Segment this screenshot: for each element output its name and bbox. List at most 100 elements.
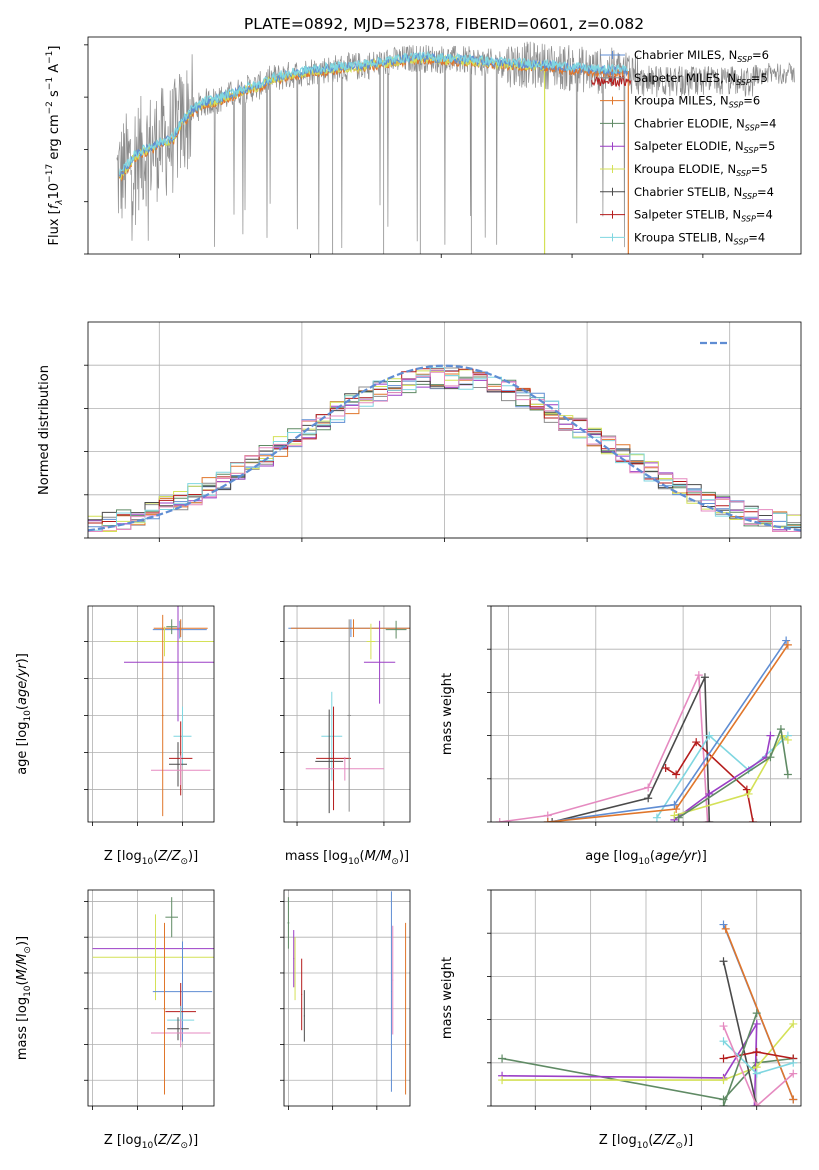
weight-line bbox=[499, 674, 709, 822]
legend-equals: = bbox=[758, 139, 768, 153]
weight-marker bbox=[705, 818, 714, 822]
observed-spectrum bbox=[116, 41, 795, 254]
legend-n-subscript: SSP bbox=[729, 101, 744, 110]
weight-marker bbox=[750, 1102, 759, 1106]
legend-label: Chabrier ELODIE, NSSP=4 bbox=[634, 116, 776, 132]
weight-marker bbox=[661, 764, 670, 772]
weight-marker bbox=[719, 1054, 728, 1063]
legend-equals: = bbox=[760, 116, 770, 130]
y-axis-label: Normed distribution bbox=[37, 365, 52, 495]
axes-frame bbox=[87, 605, 215, 823]
y-axis-label: Flux [fλ10−17 erg cm−2 s−1 A−1] bbox=[45, 46, 65, 246]
legend-label: Chabrier MILES, NSSP=6 bbox=[634, 48, 769, 64]
legend-model-name: Salpeter ELODIE bbox=[634, 139, 728, 153]
weight-marker bbox=[789, 1019, 798, 1028]
weight-marker bbox=[495, 818, 504, 822]
normal-distribution-curve bbox=[88, 364, 801, 532]
weight-marker bbox=[783, 640, 792, 649]
legend-model-name: Kroupa ELODIE bbox=[634, 162, 720, 176]
plot-area bbox=[495, 636, 792, 822]
x-axis-label: mass [log10(M/M⊙)] bbox=[285, 849, 409, 867]
plot-area bbox=[116, 41, 795, 254]
weight-marker bbox=[766, 731, 775, 740]
weight-marker bbox=[674, 813, 683, 822]
y-axis-label: mass weight bbox=[440, 673, 455, 755]
x-axis-label: age [log10(age/yr)] bbox=[585, 849, 707, 867]
weight-marker bbox=[694, 671, 703, 680]
age-vs-mass-panel: mass [log10(M/M⊙)] bbox=[280, 605, 411, 867]
weight-marker bbox=[776, 725, 785, 734]
weight-vs-age-panel: age [log10(age/yr)] mass weight bbox=[440, 605, 802, 867]
y-axis-label: mass [log10(M/M⊙)] bbox=[15, 936, 33, 1060]
weight-marker bbox=[748, 818, 757, 822]
legend-model-name: Chabrier MILES bbox=[634, 48, 721, 62]
legend-n-value: 4 bbox=[765, 208, 772, 222]
legend-model-name: Salpeter STELIB bbox=[634, 208, 725, 222]
weight-marker bbox=[742, 785, 751, 794]
weight-marker bbox=[543, 818, 552, 822]
weight-marker bbox=[721, 924, 730, 933]
axes-frame bbox=[490, 605, 802, 823]
weight-marker bbox=[705, 731, 714, 740]
legend-n-label: , N bbox=[720, 71, 736, 85]
axes-frame bbox=[283, 605, 411, 823]
weight-vs-metallicity-panel: Z [log10(Z/Z⊙)] mass weight bbox=[440, 889, 802, 1151]
weight-marker bbox=[652, 813, 661, 822]
weight-marker bbox=[744, 789, 753, 798]
weight-marker bbox=[644, 794, 653, 803]
legend-label: Salpeter ELODIE, NSSP=5 bbox=[634, 139, 775, 155]
weight-marker bbox=[752, 1048, 761, 1056]
weight-marker bbox=[700, 673, 709, 682]
legend-n-subscript: SSP bbox=[741, 215, 756, 224]
weight-marker bbox=[752, 1069, 761, 1078]
weight-marker bbox=[789, 1069, 798, 1078]
model-spectrum bbox=[118, 54, 629, 182]
model-spectrum bbox=[591, 74, 632, 88]
weight-marker bbox=[692, 738, 701, 747]
legend-equals: = bbox=[751, 71, 761, 85]
x-axis-label: Z [log10(Z/Z⊙)] bbox=[104, 849, 198, 867]
legend-n-label: , N bbox=[721, 48, 737, 62]
weight-marker bbox=[719, 1102, 728, 1106]
weight-marker bbox=[719, 1037, 728, 1046]
weight-marker bbox=[766, 753, 775, 762]
legend-n-value: 4 bbox=[767, 185, 774, 199]
legend-label: Chabrier STELIB, NSSP=4 bbox=[634, 185, 774, 201]
weight-line bbox=[502, 1023, 794, 1081]
figure-title: PLATE=0892, MJD=52378, FIBERID=0601, z=0… bbox=[244, 15, 644, 33]
weight-line bbox=[501, 1057, 794, 1101]
weight-marker bbox=[719, 1022, 728, 1031]
legend-label: Kroupa ELODIE, NSSP=5 bbox=[634, 162, 768, 178]
weight-line bbox=[551, 676, 711, 822]
legend-equals: = bbox=[752, 48, 762, 62]
legend-equals: = bbox=[751, 162, 761, 176]
legend-n-label: , N bbox=[729, 116, 745, 130]
plot-area bbox=[288, 619, 410, 814]
y-axis-label: age [log10(age/yr)] bbox=[15, 653, 33, 775]
legend-n-label: , N bbox=[726, 185, 742, 199]
axes-frame bbox=[283, 889, 411, 1107]
weight-marker bbox=[670, 811, 679, 820]
axes-frame bbox=[87, 321, 802, 539]
legend-n-value: 5 bbox=[760, 71, 767, 85]
plot-area bbox=[287, 891, 407, 1095]
legend-n-value: 5 bbox=[760, 162, 767, 176]
legend-n-label: , N bbox=[720, 162, 736, 176]
weight-marker bbox=[789, 1058, 798, 1067]
legend-equals: = bbox=[743, 94, 753, 108]
legend-n-subscript: SSP bbox=[736, 78, 751, 87]
x-axis-label: Z [log10(Z/Z⊙)] bbox=[599, 1133, 693, 1151]
weight-line bbox=[724, 928, 795, 1100]
plot-area bbox=[92, 897, 214, 1095]
weight-marker bbox=[670, 800, 679, 809]
weight-marker bbox=[752, 1009, 761, 1018]
weight-line bbox=[656, 734, 789, 819]
legend-n-subscript: SSP bbox=[745, 123, 760, 132]
legend-n-value: 6 bbox=[762, 48, 769, 62]
weight-marker bbox=[719, 1076, 728, 1085]
mass-vs-metallicity-panel: Z [log10(Z/Z⊙)] mass [log10(M/M⊙)] bbox=[15, 889, 215, 1151]
legend-model-name: Kroupa STELIB bbox=[634, 230, 718, 244]
weight-marker bbox=[672, 770, 681, 779]
weight-marker bbox=[719, 920, 728, 929]
